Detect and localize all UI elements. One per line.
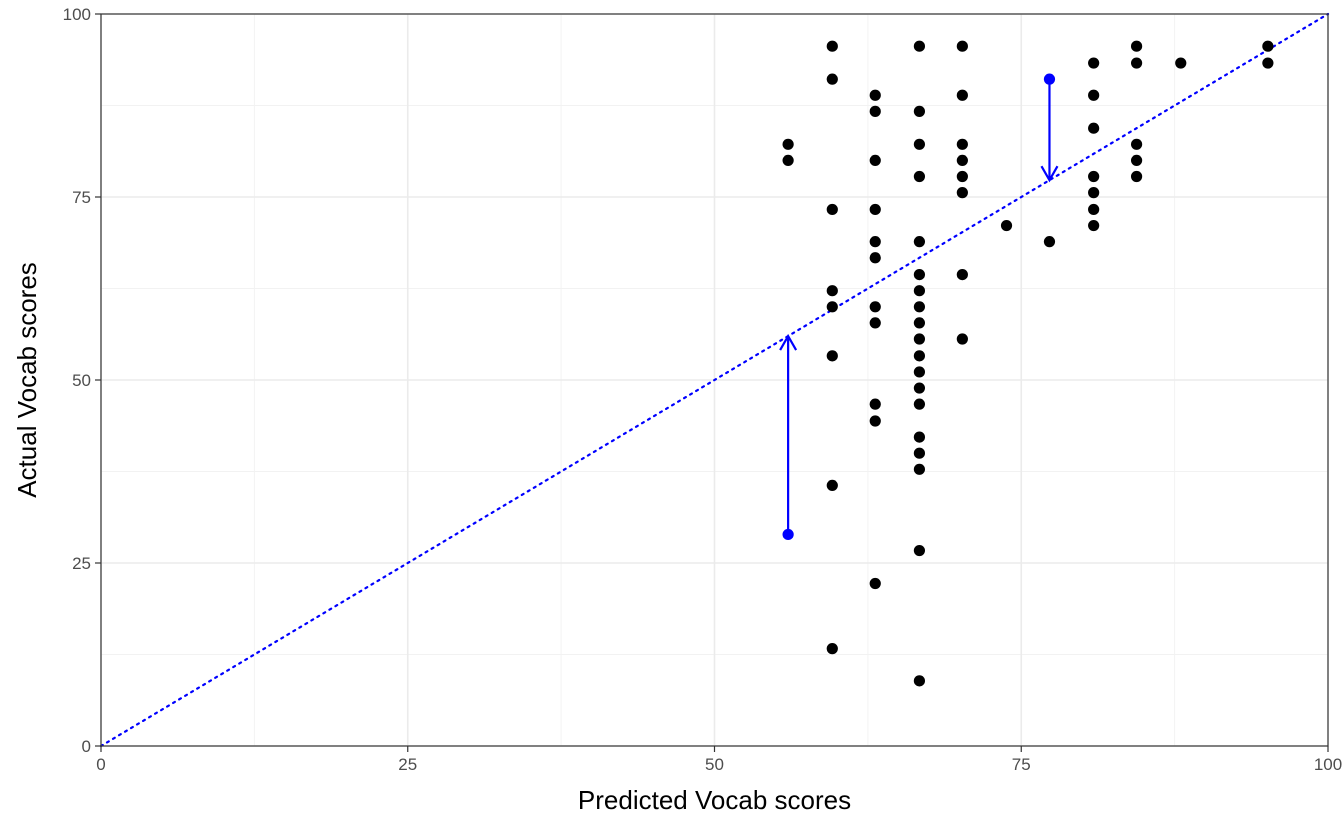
data-point (869, 89, 881, 101)
data-point (1262, 40, 1274, 52)
data-point (913, 431, 926, 443)
data-point (826, 73, 838, 85)
data-point (1130, 57, 1143, 69)
x-tick-label: 25 (398, 755, 417, 774)
highlighted-residuals (779, 73, 1059, 541)
data-point (782, 138, 794, 150)
data-point (869, 105, 881, 117)
data-point (1088, 203, 1100, 216)
data-point (913, 285, 926, 297)
data-point (869, 154, 881, 166)
data-point (913, 138, 926, 150)
identity-reference-line (99, 12, 1330, 748)
highlighted-point (1043, 73, 1056, 85)
y-tick-label: 50 (72, 371, 91, 390)
data-point (956, 187, 968, 199)
data-point (913, 40, 926, 52)
data-point (1000, 219, 1013, 232)
data-point (913, 366, 926, 378)
data-point (956, 333, 968, 345)
data-point (913, 301, 926, 313)
data-point (1088, 219, 1100, 232)
data-point (1088, 57, 1100, 69)
data-point (913, 447, 926, 459)
data-point (826, 40, 838, 52)
y-axis-title: Actual Vocab scores (12, 262, 42, 498)
data-point (869, 301, 881, 313)
data-point (782, 154, 794, 166)
data-point (1088, 89, 1100, 101)
data-point (1088, 170, 1100, 183)
data-point (1262, 57, 1274, 69)
residual-arrow-head (1040, 165, 1059, 183)
data-point (1130, 40, 1143, 52)
x-tick-label: 75 (1012, 755, 1031, 774)
data-point (956, 40, 968, 52)
data-point (1175, 57, 1187, 69)
data-point (913, 463, 926, 475)
data-point (1130, 170, 1143, 183)
y-tick-label: 75 (72, 188, 91, 207)
data-point (1088, 122, 1100, 134)
data-point (913, 170, 926, 183)
data-point (913, 398, 926, 410)
x-tick-label: 100 (1314, 755, 1342, 774)
data-point (1130, 138, 1143, 150)
data-point (869, 577, 881, 590)
data-point (913, 105, 926, 117)
data-point (869, 415, 881, 427)
data-point (826, 285, 838, 297)
data-point (956, 138, 968, 150)
data-point (913, 675, 926, 687)
data-point (1088, 187, 1100, 199)
data-point (869, 236, 881, 248)
data-point (913, 544, 926, 557)
y-tick-label: 0 (82, 737, 91, 756)
data-point (1043, 236, 1056, 248)
residual-arrow-head (779, 333, 798, 351)
data-point (913, 350, 926, 362)
data-point (826, 203, 838, 216)
data-points (782, 40, 1274, 687)
data-point (956, 170, 968, 183)
axis-ticks: 0 25 50 75 100 0 25 50 75 100 (63, 5, 1343, 774)
data-point (956, 268, 968, 281)
data-point (913, 333, 926, 345)
y-tick-label: 100 (63, 5, 91, 24)
data-point (913, 268, 926, 281)
data-point (869, 252, 881, 264)
data-point (869, 317, 881, 329)
data-point (956, 89, 968, 101)
data-point (913, 382, 926, 394)
data-point (826, 479, 838, 492)
y-tick-label: 25 (72, 554, 91, 573)
data-point (826, 643, 838, 655)
x-axis-title: Predicted Vocab scores (578, 785, 851, 815)
data-point (826, 301, 838, 313)
data-point (1130, 154, 1143, 166)
data-point (913, 317, 926, 329)
highlighted-point (782, 528, 794, 541)
data-point (913, 236, 926, 248)
data-point (869, 203, 881, 216)
x-tick-label: 50 (705, 755, 724, 774)
x-tick-label: 0 (96, 755, 105, 774)
data-point (826, 350, 838, 362)
data-point (956, 154, 968, 166)
data-point (869, 398, 881, 410)
